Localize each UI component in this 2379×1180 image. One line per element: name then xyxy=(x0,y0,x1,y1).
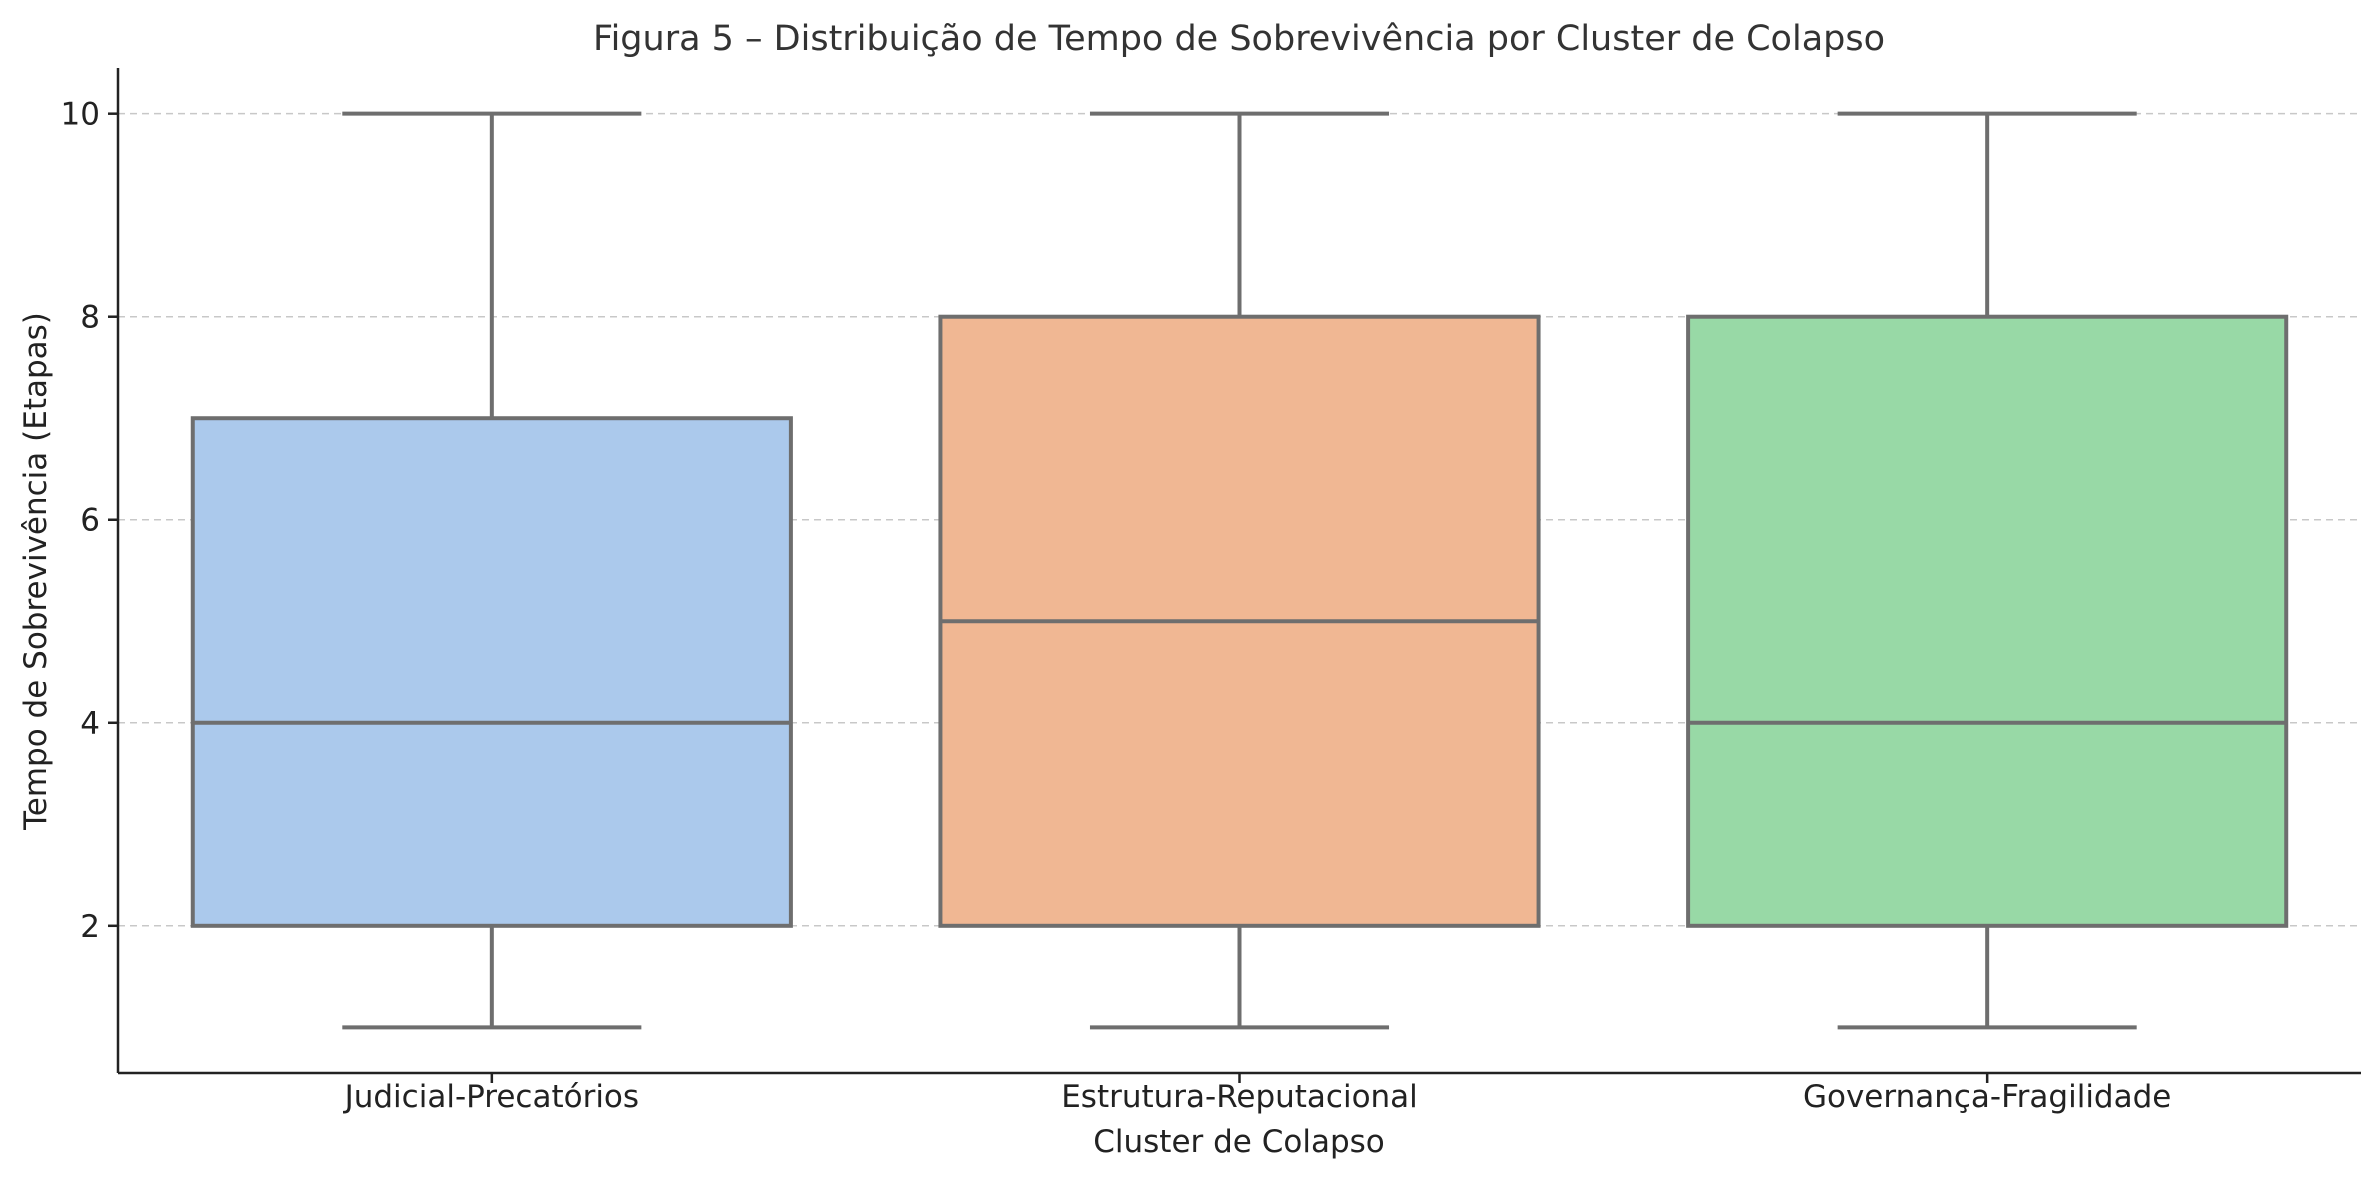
y-tick-label: 6 xyxy=(80,503,100,539)
y-ticks: 2 4 6 8 10 xyxy=(61,97,118,945)
box-layer xyxy=(190,111,2289,1030)
box-2 xyxy=(938,111,1541,1030)
y-axis-label: Tempo de Sobrevivência (Etapas) xyxy=(18,312,54,831)
y-tick-label: 10 xyxy=(61,97,100,133)
x-ticks: Judicial-Precatórios Estrutura-Reputacion… xyxy=(343,1073,2171,1115)
x-tick-label: Estrutura-Reputacional xyxy=(1061,1079,1418,1115)
x-tick-label: Governança-Fragilidade xyxy=(1803,1079,2171,1115)
chart-title: Figura 5 – Distribuição de Tempo de Sobr… xyxy=(593,19,1885,59)
iqr-box xyxy=(1686,314,2289,928)
box-3 xyxy=(1686,111,2289,1030)
y-tick-label: 8 xyxy=(80,300,100,336)
iqr-box xyxy=(190,416,793,928)
y-tick-label: 4 xyxy=(80,706,100,742)
x-tick-label: Judicial-Precatórios xyxy=(343,1079,639,1115)
x-axis-label: Cluster de Colapso xyxy=(1093,1124,1385,1160)
y-tick-label: 2 xyxy=(80,909,100,945)
box-1 xyxy=(190,111,793,1030)
